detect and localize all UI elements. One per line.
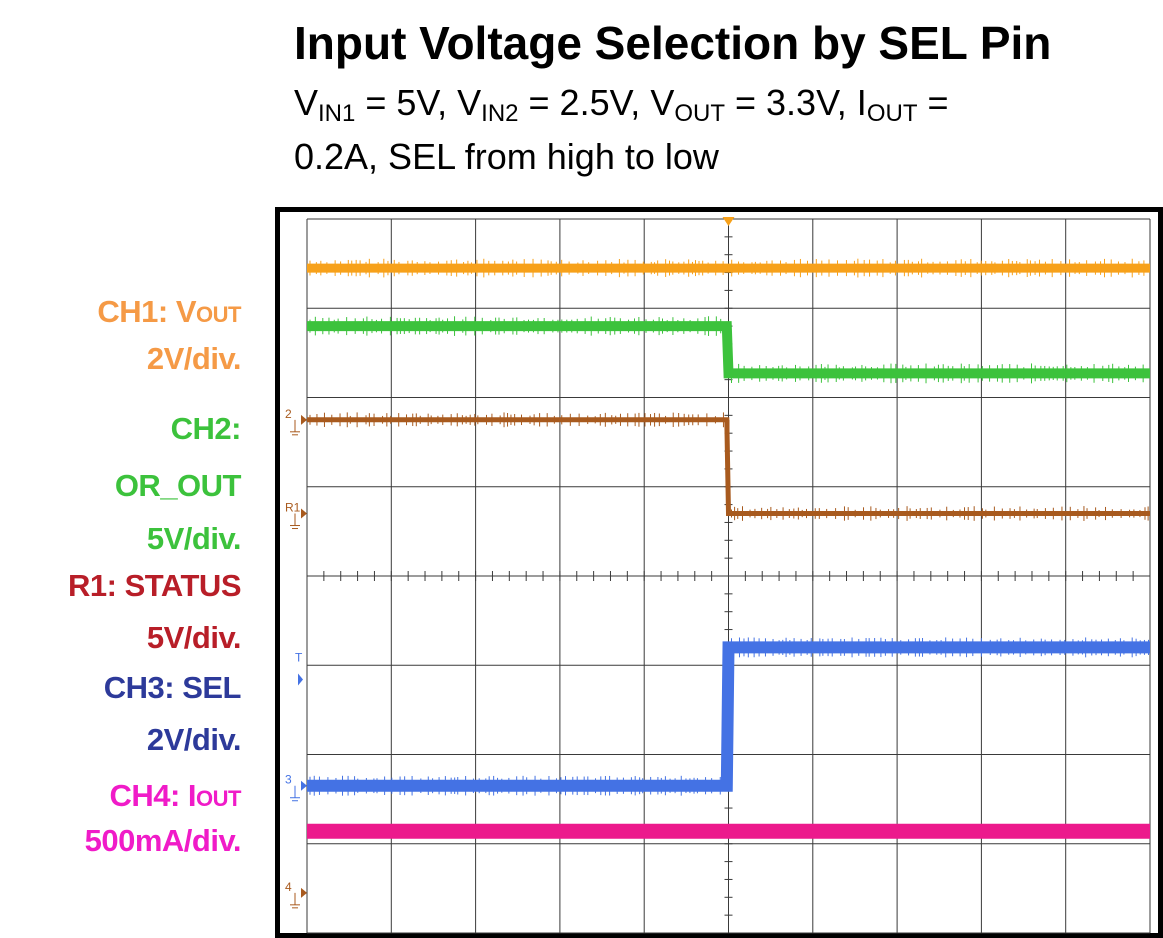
trigger-position-marker (722, 217, 735, 226)
channel-marker-R1: R1 (285, 501, 307, 530)
scope-traces (307, 258, 1150, 839)
ch2-scale: 5V/div. (146, 521, 242, 556)
chart-title: Input Voltage Selection by SEL Pin (294, 17, 1052, 69)
ch3-label: CH3: SEL (103, 670, 242, 705)
channel-marker-label: 4 (285, 880, 292, 894)
scope-grid (306, 217, 1151, 934)
channel-marker-arrow (301, 780, 307, 791)
channel-marker-arrow (301, 508, 307, 519)
subtitle-in1: IN1 (318, 100, 356, 127)
trigger-arrow-icon (298, 673, 303, 686)
subtitle-eq3: = 3.3V, (725, 82, 857, 123)
ch1-label-sub: OUT (196, 302, 241, 327)
subtitle-out1: OUT (674, 100, 725, 127)
channel-marker-arrow (301, 414, 307, 425)
channel-marker-3: 3 (285, 773, 307, 802)
ch1-label: CH1: VOUT (97, 294, 241, 330)
subtitle-in2: IN2 (481, 100, 519, 127)
ch4-label-sub: OUT (196, 786, 241, 811)
oscilloscope-screen: 2 R1 3 4 T (275, 207, 1163, 938)
subtitle-eq2: = 2.5V, (518, 82, 651, 123)
ch1-scale: 2V/div. (146, 341, 242, 376)
subtitle-v3: V (650, 82, 675, 123)
ch4-scale: 500mA/div. (84, 823, 242, 858)
ch3-scale: 2V/div. (146, 722, 242, 757)
trigger-level-marker: T (295, 650, 303, 686)
ch4-label: CH4: IOUT (109, 778, 241, 814)
channel-marker-label: 3 (285, 773, 292, 787)
channel-marker-4: 4 (285, 880, 307, 909)
chart-subtitle: VIN1 = 5V, VIN2 = 2.5V, VOUT = 3.3V, IOU… (294, 76, 1154, 184)
r1-scale: 5V/div. (146, 620, 242, 655)
subtitle-i: I (856, 82, 867, 123)
channel-marker-label: 2 (285, 407, 292, 421)
ch4-label-name: CH4: I (109, 778, 197, 813)
trigger-label: T (295, 650, 303, 664)
ch2-label: CH2: (170, 411, 242, 446)
subtitle-v2: V (457, 82, 482, 123)
subtitle-eq4: = (917, 82, 949, 123)
channel-marker-label: R1 (285, 501, 301, 515)
r1-label: R1: STATUS (68, 568, 241, 603)
scope-markers: 2 R1 3 4 T (285, 407, 307, 909)
subtitle-eq1: = 5V, (355, 82, 458, 123)
subtitle-v1: V (294, 82, 319, 123)
subtitle-out2: OUT (866, 100, 918, 127)
ch2-label-name: OR_OUT (114, 468, 242, 503)
ch1-label-name: CH1: V (97, 294, 197, 329)
subtitle-line2: 0.2A, SEL from high to low (294, 136, 719, 177)
channel-marker-2: 2 (285, 407, 307, 436)
channel-marker-arrow (301, 887, 307, 898)
